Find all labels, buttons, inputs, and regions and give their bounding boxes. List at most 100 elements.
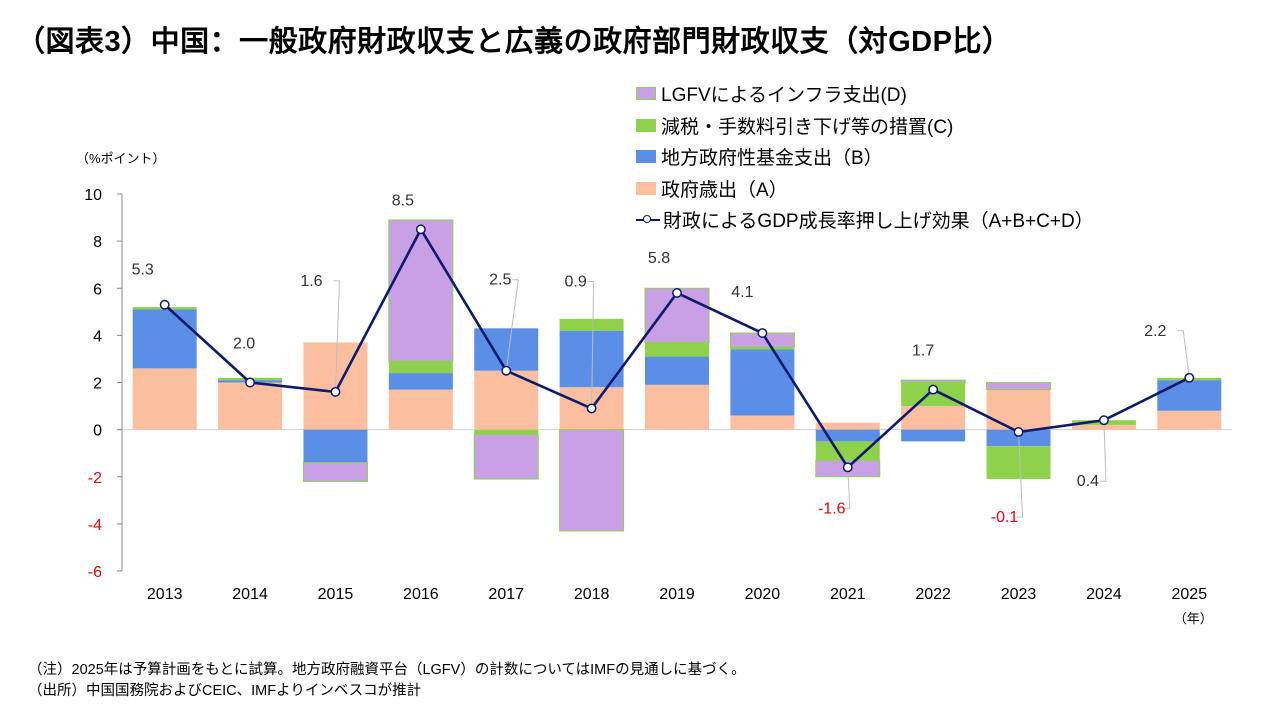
legend-label-c: 減税・手数料引き下げ等の措置(C) — [661, 116, 954, 138]
x-tick-label: 2018 — [574, 586, 610, 603]
footnotes: （注）2025年は予算計画をもとに試算。地方政府融資平台（LGFV）の計数につい… — [28, 660, 746, 702]
bar-a-2013 — [132, 368, 197, 430]
legend-swatch-c — [636, 118, 656, 132]
bar-c-2019 — [645, 342, 709, 357]
bar-c-2021 — [815, 441, 880, 461]
legend-label-a: 政府歳出（A） — [661, 179, 788, 201]
line-data-label-2015: 1.6 — [300, 273, 322, 290]
data-label-leader — [843, 467, 851, 509]
legend-item-line: 財政によるGDP成長率押し上げ効果（A+B+C+D） — [636, 204, 1094, 236]
legend-item-b: 地方政府性基金支出（B） — [636, 141, 1094, 173]
line-data-label-2013: 5.3 — [132, 262, 154, 279]
y-tick-label: 10 — [84, 187, 102, 204]
line-data-label-2019: 5.8 — [648, 250, 670, 267]
line-data-label-2016: 8.5 — [392, 192, 414, 209]
legend-label-b: 地方政府性基金支出（B） — [661, 148, 883, 170]
data-label-leader — [1016, 431, 1024, 518]
x-tick-label: 2023 — [1001, 586, 1037, 603]
x-axis-unit-label: （年） — [1174, 611, 1213, 626]
bar-b-2025 — [1157, 380, 1222, 411]
bar-c-2018 — [559, 318, 624, 331]
legend-line-marker-icon — [636, 213, 660, 226]
bar-a-2020 — [730, 415, 795, 430]
line-data-label-2023: -0.1 — [991, 509, 1019, 526]
chart-legend: LGFVによるインフラ支出(D) 減税・手数料引き下げ等の措置(C) 地方政府性… — [636, 78, 1094, 236]
line-data-label-2017: 2.5 — [489, 272, 511, 289]
line-point-2023 — [1013, 427, 1024, 437]
bar-b-2013 — [132, 309, 197, 369]
line-point-2014 — [245, 377, 256, 388]
x-tick-label: 2025 — [1172, 586, 1208, 603]
data-label-leader — [1177, 330, 1190, 378]
legend-swatch-d — [636, 87, 656, 101]
legend-swatch-b — [636, 150, 656, 164]
bar-d-2022 — [900, 379, 966, 383]
x-tick-label: 2014 — [232, 586, 268, 603]
x-tick-label: 2013 — [147, 586, 183, 603]
bar-d-2015 — [302, 462, 368, 482]
bar-a-2014 — [218, 382, 283, 430]
data-label-leader — [505, 279, 519, 371]
line-point-2019 — [672, 288, 682, 298]
line-point-2018 — [586, 403, 597, 414]
line-point-2017 — [501, 365, 512, 376]
line-data-label-2014: 2.0 — [233, 336, 255, 353]
x-tick-label: 2017 — [488, 586, 524, 603]
bar-c-2017 — [474, 429, 539, 435]
bar-a-2019 — [645, 384, 709, 430]
line-data-label-2021: -1.6 — [818, 500, 846, 517]
bar-b-2022 — [901, 429, 966, 442]
line-point-2020 — [757, 328, 768, 338]
line-point-2021 — [842, 462, 853, 473]
y-tick-label: -4 — [88, 517, 102, 534]
bar-b-2020 — [730, 349, 795, 416]
bar-b-2015 — [303, 429, 368, 463]
data-label-leader — [333, 280, 340, 392]
bar-d-2023 — [986, 382, 1052, 391]
y-tick-label: 6 — [93, 281, 102, 298]
line-data-label-2018: 0.9 — [564, 273, 586, 290]
x-tick-label: 2020 — [745, 586, 781, 603]
line-data-label-2025: 2.2 — [1144, 323, 1166, 340]
x-tick-label: 2016 — [403, 586, 439, 603]
legend-label-line: 財政によるGDP成長率押し上げ効果（A+B+C+D） — [663, 211, 1094, 233]
y-tick-label: 8 — [93, 234, 102, 251]
line-point-2025 — [1184, 372, 1195, 383]
line-data-label-2024: 0.4 — [1077, 473, 1099, 490]
legend-item-c: 減税・手数料引き下げ等の措置(C) — [636, 110, 1094, 142]
line-data-label-2020: 4.1 — [731, 284, 753, 301]
x-tick-label: 2019 — [659, 586, 695, 603]
y-tick-label: 2 — [93, 376, 102, 393]
bar-c-2016 — [388, 361, 453, 374]
x-tick-label: 2015 — [318, 586, 354, 603]
data-label-leader — [587, 280, 595, 409]
line-point-2024 — [1098, 415, 1109, 426]
bar-c-2023 — [986, 446, 1051, 480]
y-axis-unit-label: （%ポイント） — [76, 151, 166, 166]
bar-d-2017 — [473, 433, 539, 480]
bar-a-2016 — [388, 389, 453, 430]
bar-b-2021 — [815, 429, 880, 442]
bar-d-2016 — [388, 219, 454, 362]
line-data-label-2022: 1.7 — [912, 343, 934, 360]
y-tick-label: 4 — [93, 328, 102, 345]
bar-a-2021 — [815, 422, 880, 430]
page-title: （図表3）中国：一般政府財政収支と広義の政府部門財政収支（対GDP比） — [16, 26, 1012, 58]
legend-label-d: LGFVによるインフラ支出(D) — [661, 85, 907, 107]
bar-b-2019 — [645, 356, 709, 385]
bar-d-2018 — [559, 429, 625, 532]
bar-a-2022 — [901, 406, 966, 430]
data-label-leader — [1099, 420, 1107, 482]
x-tick-label: 2024 — [1086, 586, 1122, 603]
line-point-2022 — [928, 384, 939, 395]
bar-a-2025 — [1157, 410, 1222, 430]
footnote-source: （出所）中国国務院およびCEIC、IMFよりインベスコが推計 — [28, 683, 422, 699]
legend-swatch-a — [636, 181, 656, 195]
y-tick-label: -6 — [88, 564, 102, 581]
x-tick-label: 2021 — [830, 586, 866, 603]
x-tick-label: 2022 — [915, 586, 951, 603]
line-point-2016 — [415, 224, 426, 235]
line-point-2015 — [330, 386, 341, 397]
bar-b-2016 — [388, 373, 453, 390]
